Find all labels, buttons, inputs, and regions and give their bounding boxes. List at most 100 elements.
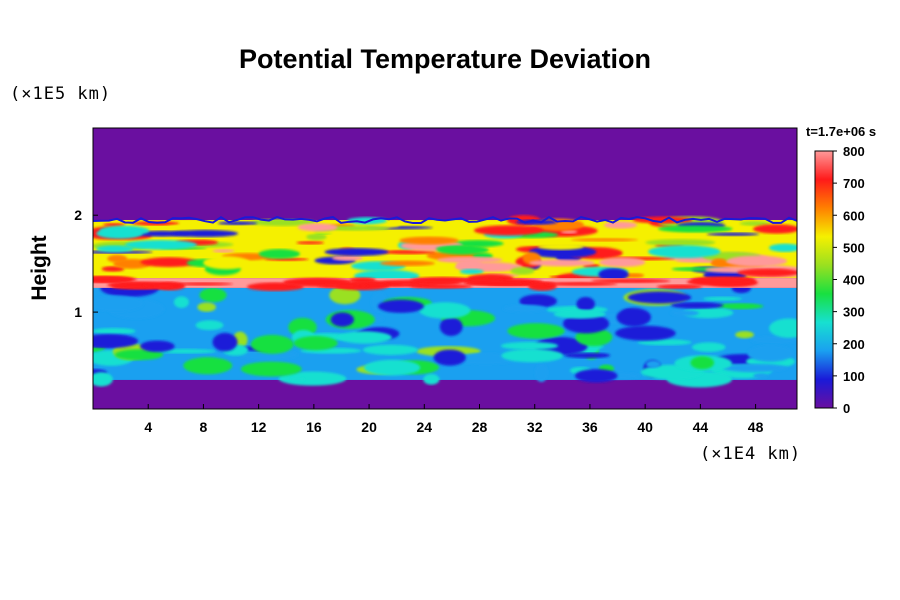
- eddy-lower: [337, 331, 392, 344]
- eddy-lower: [330, 312, 354, 327]
- eddy-lower: [562, 313, 610, 334]
- eddy-lower: [627, 291, 692, 304]
- eddy-lower: [534, 363, 548, 382]
- eddy-lower: [93, 327, 136, 335]
- hot-band-streak: [656, 284, 703, 289]
- eddy-lower: [519, 294, 557, 308]
- eddy-lower: [564, 352, 611, 359]
- eddy-upper: [217, 221, 258, 226]
- x-tick-label: 16: [306, 419, 322, 435]
- eddy-upper: [380, 260, 435, 267]
- x-axis-unit: (×1E4 km): [700, 444, 802, 464]
- eddy-lower: [576, 296, 595, 312]
- eddy-upper: [510, 267, 535, 275]
- hot-band-streak: [410, 276, 475, 284]
- chart-title: Potential Temperature Deviation: [238, 44, 652, 74]
- eddy-lower: [553, 309, 606, 319]
- eddy-lower: [690, 356, 715, 370]
- eddy-lower: [722, 363, 789, 373]
- eddy-lower: [646, 360, 661, 369]
- eddy-upper: [529, 259, 595, 267]
- hot-band-streak: [591, 278, 671, 284]
- eddy-lower: [747, 344, 794, 362]
- eddy-upper: [623, 273, 645, 278]
- eddy-upper: [212, 249, 235, 253]
- eddy-upper: [737, 268, 797, 277]
- eddy-lower: [702, 296, 743, 301]
- eddy-lower: [419, 302, 471, 319]
- eddy-upper: [380, 250, 437, 255]
- eddy-upper: [560, 230, 578, 234]
- eddy-upper: [645, 239, 716, 246]
- eddy-lower: [423, 374, 440, 385]
- y-tick-label: 2: [74, 207, 82, 223]
- x-tick-label: 8: [200, 419, 208, 435]
- colorbar-tick-label: 600: [843, 208, 865, 223]
- upper-warm-layer: [93, 215, 797, 283]
- hot-band-streak: [317, 283, 369, 289]
- eddy-lower: [500, 341, 559, 350]
- colorbar-ticks: 0 100 200 300 400 500 600 700 800: [833, 144, 865, 416]
- plot-frame: [92, 127, 798, 410]
- y-tick-label: 1: [74, 304, 82, 320]
- x-tick-label: 4: [144, 419, 152, 435]
- time-label: t=1.7e+06 s: [806, 124, 877, 139]
- colorbar-tick-label: 800: [843, 144, 865, 159]
- eddy-lower: [362, 344, 419, 356]
- eddy-upper: [549, 275, 578, 279]
- eddy-upper: [399, 236, 459, 245]
- eddy-lower: [574, 369, 618, 383]
- eddy-upper: [96, 228, 143, 239]
- x-tick-label: 44: [693, 419, 709, 435]
- eddy-lower: [93, 372, 113, 387]
- colorbar-tick-label: 0: [843, 401, 850, 416]
- eddy-upper: [297, 223, 338, 232]
- eddy-lower: [501, 349, 564, 363]
- eddy-upper: [258, 249, 301, 259]
- x-tick-label: 20: [361, 419, 377, 435]
- eddy-lower: [250, 334, 294, 354]
- eddy-lower: [93, 295, 144, 312]
- eddy-upper: [726, 255, 788, 267]
- eddy-upper: [306, 233, 327, 241]
- hot-band-streak: [174, 282, 233, 286]
- eddy-lower: [290, 376, 305, 383]
- x-axis: 4 8 12 16 20 24 28 32 36 40 44 48: [144, 404, 764, 435]
- eddy-lower: [240, 361, 302, 377]
- layer-top-edge: [93, 215, 797, 225]
- eddy-upper: [168, 225, 209, 229]
- eddy-lower: [199, 287, 227, 303]
- colorbar-tick-label: 300: [843, 305, 865, 320]
- eddy-lower: [682, 307, 734, 319]
- eddy-lower: [670, 302, 724, 309]
- hot-band-streak: [93, 276, 137, 283]
- hot-band-streak: [409, 284, 473, 289]
- eddy-lower: [749, 335, 797, 345]
- eddy-lower: [433, 349, 466, 366]
- eddy-upper: [437, 245, 489, 255]
- eddy-upper: [107, 254, 128, 263]
- hot-band-streak: [463, 281, 527, 286]
- eddy-lower: [212, 332, 238, 352]
- eddy-lower: [616, 307, 652, 327]
- eddy-upper: [324, 248, 389, 256]
- eddy-lower: [173, 296, 189, 308]
- eddy-upper: [437, 256, 503, 263]
- eddy-lower: [364, 359, 421, 376]
- eddy-lower: [735, 331, 754, 339]
- eddy-lower: [753, 373, 769, 379]
- eddy-upper: [706, 232, 759, 236]
- eddy-upper: [459, 268, 484, 275]
- eddy-upper: [322, 225, 390, 231]
- colorbar-tick-label: 700: [843, 176, 865, 191]
- eddy-upper: [752, 224, 797, 234]
- eddy-upper: [101, 266, 125, 272]
- eddy-lower: [691, 342, 726, 352]
- x-tick-label: 32: [527, 419, 543, 435]
- eddy-upper: [296, 241, 325, 245]
- eddy-upper: [570, 238, 639, 242]
- colorbar-tick-label: 100: [843, 369, 865, 384]
- hot-band-streak: [544, 281, 618, 286]
- eddy-lower: [769, 318, 797, 338]
